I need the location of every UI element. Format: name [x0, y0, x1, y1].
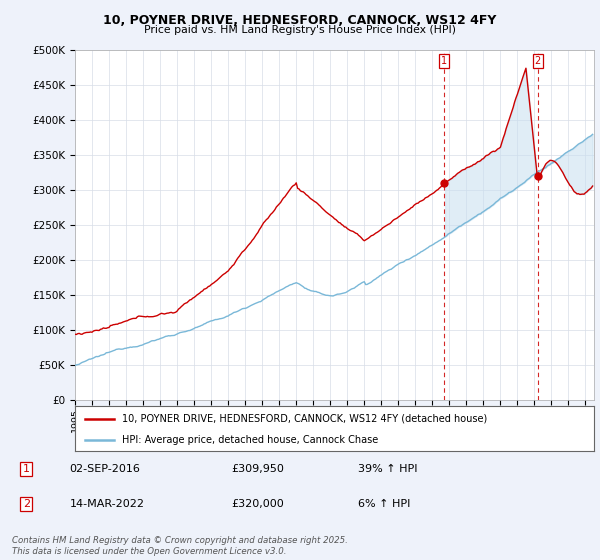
Text: 2: 2: [535, 56, 541, 66]
Text: 39% ↑ HPI: 39% ↑ HPI: [358, 464, 417, 474]
Text: 10, POYNER DRIVE, HEDNESFORD, CANNOCK, WS12 4FY (detached house): 10, POYNER DRIVE, HEDNESFORD, CANNOCK, W…: [122, 413, 487, 423]
Text: 02-SEP-2016: 02-SEP-2016: [70, 464, 140, 474]
Text: £309,950: £309,950: [231, 464, 284, 474]
Text: 1: 1: [23, 464, 30, 474]
Text: 6% ↑ HPI: 6% ↑ HPI: [358, 499, 410, 509]
Text: 2: 2: [23, 499, 30, 509]
Text: 14-MAR-2022: 14-MAR-2022: [70, 499, 145, 509]
Text: 1: 1: [440, 56, 447, 66]
Text: Price paid vs. HM Land Registry's House Price Index (HPI): Price paid vs. HM Land Registry's House …: [144, 25, 456, 35]
Text: HPI: Average price, detached house, Cannock Chase: HPI: Average price, detached house, Cann…: [122, 435, 378, 445]
Text: Contains HM Land Registry data © Crown copyright and database right 2025.
This d: Contains HM Land Registry data © Crown c…: [12, 536, 348, 556]
Text: 10, POYNER DRIVE, HEDNESFORD, CANNOCK, WS12 4FY: 10, POYNER DRIVE, HEDNESFORD, CANNOCK, W…: [103, 14, 497, 27]
Text: £320,000: £320,000: [231, 499, 284, 509]
